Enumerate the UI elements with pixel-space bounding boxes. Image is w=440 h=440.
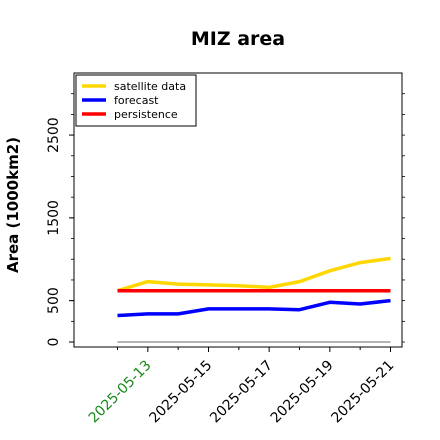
y-axis: 0 500 1500 2500 bbox=[46, 93, 405, 347]
y-tick-label: 2500 bbox=[46, 117, 62, 153]
plot-frame bbox=[73, 72, 403, 348]
series-line-forecast bbox=[117, 298, 391, 318]
x-tick-label: 2025-05-15 bbox=[146, 358, 215, 427]
legend-label-forecast: forecast bbox=[114, 94, 159, 107]
x-tick-label: 2025-05-19 bbox=[268, 358, 337, 427]
legend-label-satellite-data: satellite data bbox=[114, 80, 186, 93]
x-axis: 2025-05-132025-05-152025-05-172025-05-19… bbox=[86, 347, 397, 427]
series-line-satellite-data bbox=[116, 256, 391, 293]
chart-title: MIZ area bbox=[191, 28, 285, 50]
y-tick-label: 1500 bbox=[46, 200, 62, 236]
y-axis-label: Area (1000km2) bbox=[4, 137, 22, 273]
x-tick-label: 2025-05-13 bbox=[86, 358, 155, 427]
x-tick-label: 2025-05-21 bbox=[328, 358, 397, 427]
x-tick-label: 2025-05-17 bbox=[207, 358, 276, 427]
y-tick-label: 0 bbox=[46, 338, 62, 347]
y-tick-label: 500 bbox=[46, 287, 62, 314]
series-layer bbox=[116, 256, 391, 318]
legend-label-persistence: persistence bbox=[114, 108, 178, 121]
